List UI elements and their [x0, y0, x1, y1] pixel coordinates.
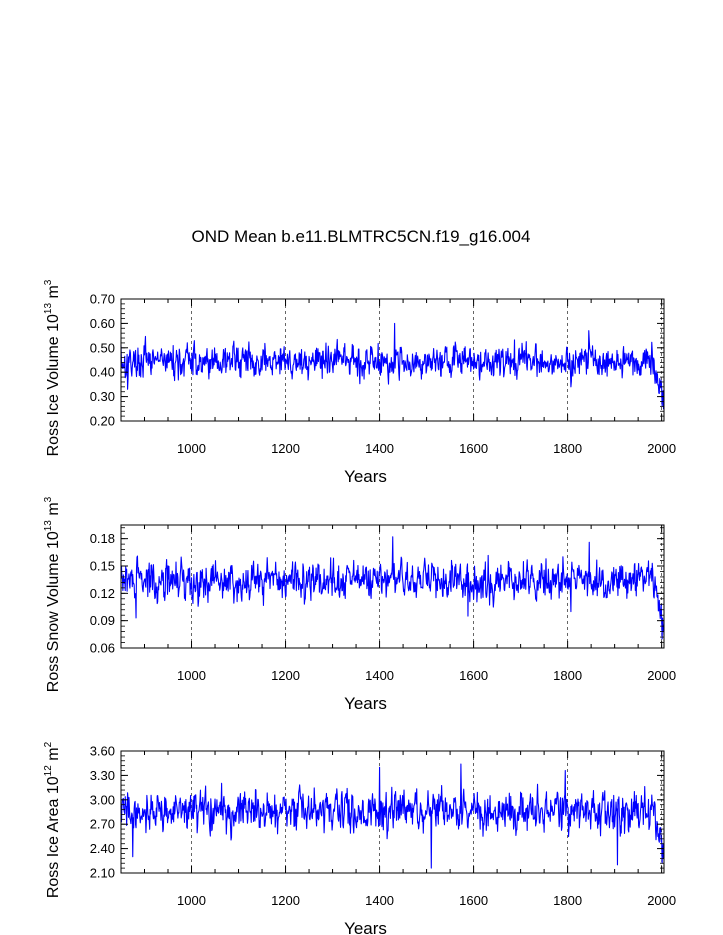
- y-tick-label: 0.20: [90, 414, 115, 429]
- x-tick-label: 1400: [365, 893, 394, 908]
- x-tick-label: 1000: [177, 441, 206, 456]
- y-tick-label: 0.12: [90, 586, 115, 601]
- plot-frame: [120, 750, 665, 874]
- x-axis-title: Years: [344, 694, 387, 713]
- y-tick-label: 0.18: [90, 531, 115, 546]
- y-tick-label: 2.10: [90, 866, 115, 881]
- y-axis-title-superscript: 12: [43, 765, 54, 777]
- y-axis-title-superscript: 13: [43, 303, 54, 315]
- y-axis-title-text: m: [45, 747, 62, 765]
- panels: 1000 1200 1400 1600 1800 2000 0.20 0.30 0.40 0.50…: [43, 279, 676, 935]
- x-tick-label: 1600: [459, 893, 488, 908]
- x-tick-label: 1400: [365, 668, 394, 683]
- x-tick-label: 1400: [365, 441, 394, 456]
- data-series-line: [120, 322, 665, 410]
- y-axis-title-superscript: 13: [43, 520, 54, 532]
- y-tick-label: 0.40: [90, 365, 115, 380]
- x-tick-label: 1200: [271, 668, 300, 683]
- x-tick-label: 1000: [177, 893, 206, 908]
- data-series-line: [120, 536, 665, 640]
- y-tick-label: 0.70: [90, 292, 115, 307]
- y-tick-label: 0.50: [90, 340, 115, 355]
- x-tick-label: 1800: [553, 668, 582, 683]
- y-axis-title-text: m: [45, 285, 62, 303]
- x-tick-label: 1800: [553, 893, 582, 908]
- y-axis-title-superscript: 2: [43, 741, 54, 747]
- y-tick-label: 3.60: [90, 744, 115, 759]
- y-tick-label: 0.09: [90, 613, 115, 628]
- y-axis-title-text: m: [45, 502, 62, 520]
- x-tick-label: 2000: [647, 893, 676, 908]
- x-tick-label: 2000: [647, 668, 676, 683]
- y-axis-title-text: Ross Ice Volume 10: [45, 314, 62, 456]
- ross-ice-area-panel: 1000 1200 1400 1600 1800 2000 2.10 2.40 2.70 3.00…: [43, 741, 676, 935]
- x-tick-label: 1800: [553, 441, 582, 456]
- x-tick-label: 1600: [459, 668, 488, 683]
- y-tick-label: 3.30: [90, 768, 115, 783]
- y-axis-title: Ross Ice Volume 1013 m3: [43, 279, 62, 456]
- y-tick-label: 2.40: [90, 841, 115, 856]
- ross-ice-volume-panel: 1000 1200 1400 1600 1800 2000 0.20 0.30 0.40 0.50…: [43, 279, 676, 486]
- y-tick-label: 0.06: [90, 641, 115, 656]
- x-tick-label: 1200: [271, 441, 300, 456]
- y-tick-label: 0.15: [90, 559, 115, 574]
- x-tick-label: 1000: [177, 668, 206, 683]
- chart-title: OND Mean b.e11.BLMTRC5CN.f19_g16.004: [192, 227, 531, 246]
- y-axis-title: Ross Snow Volume 1013 m3: [43, 496, 62, 692]
- y-tick-label: 0.60: [90, 316, 115, 331]
- y-axis-title-superscript: 3: [43, 279, 54, 285]
- y-axis-title-text: Ross Ice Area 10: [45, 776, 62, 898]
- ross-snow-volume-panel: 1000 1200 1400 1600 1800 2000 0.06 0.09 0.12 0.15…: [43, 496, 676, 713]
- y-tick-label: 3.00: [90, 792, 115, 807]
- x-tick-label: 1200: [271, 893, 300, 908]
- y-tick-label: 2.70: [90, 817, 115, 832]
- plot-frame: [120, 524, 665, 649]
- data-series-line: [120, 763, 665, 869]
- x-tick-label: 2000: [647, 441, 676, 456]
- x-tick-label: 1600: [459, 441, 488, 456]
- y-axis-title-superscript: 3: [43, 496, 54, 502]
- x-axis-title: Years: [344, 467, 387, 486]
- y-axis-title-text: Ross Snow Volume 10: [45, 531, 62, 692]
- y-tick-label: 0.30: [90, 389, 115, 404]
- x-axis-title: Years: [344, 919, 387, 935]
- y-axis-title: Ross Ice Area 1012 m2: [43, 741, 62, 898]
- plot-frame: [120, 298, 665, 422]
